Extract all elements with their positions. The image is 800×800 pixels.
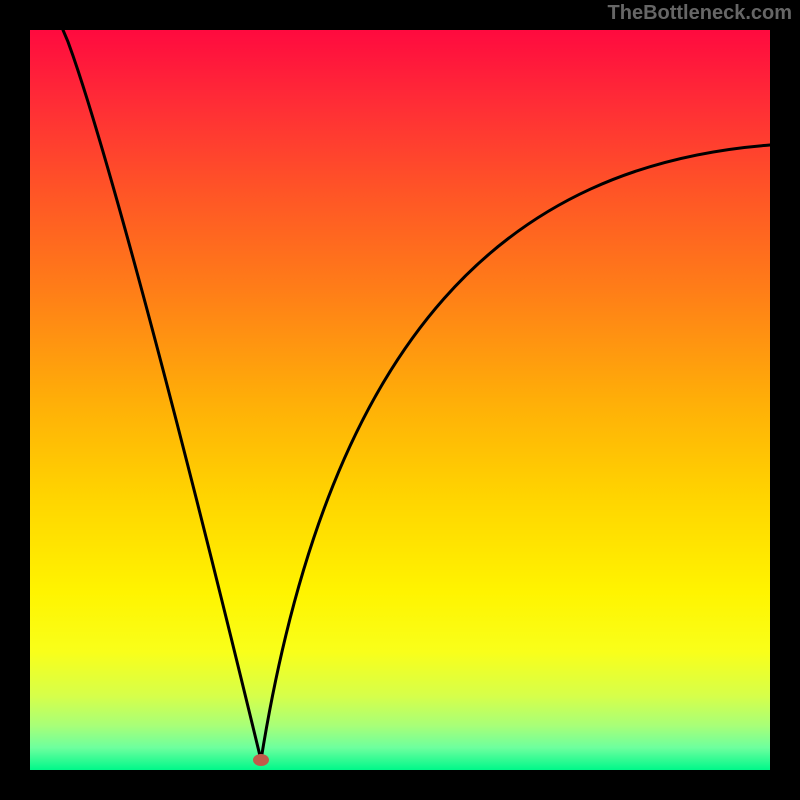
watermark: TheBottleneck.com [608,2,792,25]
gradient-background [30,30,770,770]
chart-svg [30,30,770,770]
frame: TheBottleneck.com [0,0,800,800]
minimum-marker [253,754,269,766]
plot-area [30,30,770,770]
